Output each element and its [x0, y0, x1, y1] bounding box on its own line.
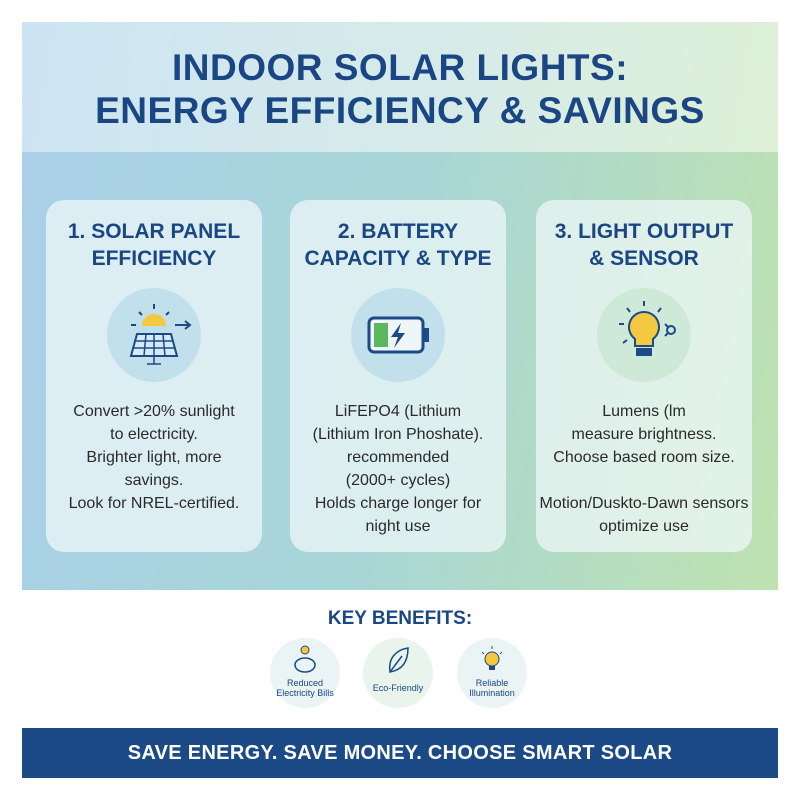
body-line: night use	[365, 518, 431, 535]
piggy-bank-icon	[294, 645, 316, 673]
body-line: Choose based room size.	[553, 449, 735, 466]
benefit-reduced-bills: Reduced Electricity Bills	[270, 638, 340, 708]
card-title-line: 2. BATTERY	[337, 220, 459, 243]
card-title-line: & SENSOR	[589, 247, 699, 270]
body-line: Holds charge longer for	[314, 495, 482, 512]
footer-banner: SAVE ENERGY. SAVE MONEY. CHOOSE SMART SO…	[22, 728, 778, 778]
card-title-line: 1. SOLAR PANEL	[67, 220, 241, 243]
card-body: Convert >20% sunlight to electricity. Brig…	[46, 400, 262, 515]
body-line: (Lithium Iron Phoshate).	[312, 426, 484, 443]
title-line-2: ENERGY EFFICIENCY & SAVINGS	[95, 90, 705, 131]
benefit-eco-friendly: Eco-Friendly	[363, 638, 433, 708]
body-line: to electricity.	[110, 426, 198, 443]
body-line: Brighter light, more	[86, 449, 222, 466]
page-title: INDOOR SOLAR LIGHTS: ENERGY EFFICIENCY &…	[22, 46, 778, 132]
title-line-1: INDOOR SOLAR LIGHTS:	[171, 47, 629, 88]
body-line: Motion/Duskto-Dawn sensors	[539, 495, 749, 512]
card-body: LiFEPO4 (Lithium (Lithium Iron Phoshate).…	[290, 400, 506, 538]
card-body: Lumens (lm measure brightness. Choose base…	[536, 400, 752, 538]
benefit-label: Reduced	[286, 678, 324, 688]
card-title: 2. BATTERY CAPACITY & TYPE	[290, 218, 506, 272]
leaf-icon	[388, 647, 409, 673]
body-line: measure brightness.	[571, 426, 717, 443]
body-line: optimize use	[599, 518, 689, 535]
card-title-line: EFFICIENCY	[91, 247, 217, 270]
light-bulb-sensor-icon	[597, 288, 691, 382]
solar-panel-icon	[107, 288, 201, 382]
card-title: 3. LIGHT OUTPUT & SENSOR	[536, 218, 752, 272]
header-band	[22, 22, 778, 152]
body-line: savings.	[124, 472, 184, 489]
key-benefits-title: KEY BENEFITS:	[327, 608, 473, 629]
card-battery: 2. BATTERY CAPACITY & TYPE LiFEPO4 (Lithi…	[290, 200, 506, 552]
benefit-label: Eco-Friendly	[372, 683, 424, 693]
benefit-label: Illumination	[469, 688, 515, 698]
body-spacer	[536, 469, 752, 492]
card-title-line: CAPACITY & TYPE	[304, 247, 492, 270]
card-title-line: 3. LIGHT OUTPUT	[554, 220, 734, 243]
battery-charging-icon	[351, 288, 445, 382]
body-line: recommended	[346, 449, 450, 466]
body-line: Look for NREL-certified.	[68, 495, 240, 512]
card-solar-panel: 1. SOLAR PANEL EFFICIENCY Convert >20% su…	[46, 200, 262, 552]
body-line: (2000+ cycles)	[345, 472, 451, 489]
benefit-label: Reliable	[475, 678, 509, 688]
benefit-reliable-illumination: Reliable Illumination	[457, 638, 527, 708]
card-light-output: 3. LIGHT OUTPUT & SENSOR Lumens (lm measur…	[536, 200, 752, 552]
light-bulb-icon	[481, 646, 503, 670]
body-line: LiFEPO4 (Lithium	[334, 403, 462, 420]
body-line: Lumens (lm	[602, 403, 686, 420]
body-line: Convert >20% sunlight	[73, 403, 235, 420]
benefit-label: Electricity Bills	[276, 688, 334, 698]
card-title: 1. SOLAR PANEL EFFICIENCY	[46, 218, 262, 272]
